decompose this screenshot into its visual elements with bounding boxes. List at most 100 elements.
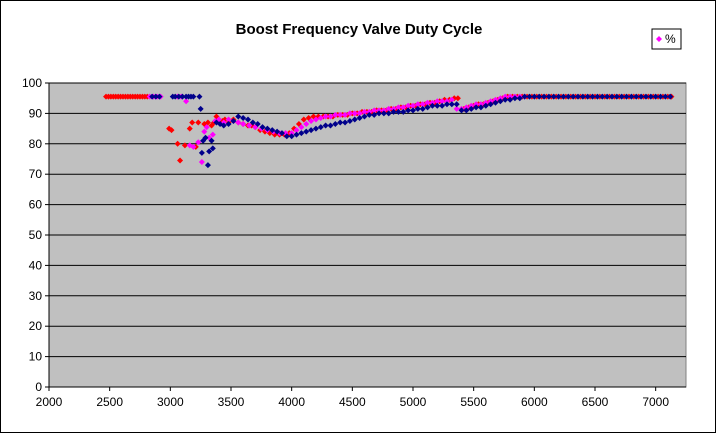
point-s1-37 <box>327 113 334 120</box>
x-tick-label-5000: 5000 <box>400 395 427 409</box>
point-s0-49 <box>291 125 298 132</box>
point-s2-5 <box>175 93 182 100</box>
point-s1-51 <box>395 104 402 111</box>
point-s2-45 <box>332 121 339 128</box>
point-s2-89 <box>545 93 552 100</box>
point-s2-33 <box>274 128 281 135</box>
point-s1-36 <box>322 113 329 120</box>
x-tick-label-7000: 7000 <box>642 395 669 409</box>
y-tick-label-40: 40 <box>29 258 43 272</box>
point-s2-26 <box>240 114 247 121</box>
point-s1-20 <box>235 119 242 126</box>
point-s2-29 <box>254 121 261 128</box>
point-s1-44 <box>361 108 368 115</box>
point-s2-99 <box>594 93 601 100</box>
x-tick-label-6000: 6000 <box>521 395 548 409</box>
point-s2-46 <box>337 119 344 126</box>
point-s0-83 <box>454 95 461 102</box>
x-tick-label-6500: 6500 <box>582 395 609 409</box>
point-s1-55 <box>414 101 421 108</box>
point-s2-54 <box>376 110 383 117</box>
point-s2-102 <box>608 93 615 100</box>
point-s2-81 <box>507 96 514 103</box>
point-s1-38 <box>332 111 339 118</box>
point-s2-0 <box>149 93 156 100</box>
point-s2-70 <box>453 101 460 108</box>
point-s2-50 <box>356 114 363 121</box>
point-s1-34 <box>312 116 319 123</box>
point-s0-26 <box>195 119 202 126</box>
point-s2-51 <box>361 113 368 120</box>
point-s2-103 <box>613 93 620 100</box>
point-s2-35 <box>283 133 290 140</box>
point-s1-41 <box>346 110 353 117</box>
point-s1-40 <box>342 111 349 118</box>
point-s1-21 <box>240 121 247 128</box>
point-s2-24 <box>230 118 237 124</box>
point-s2-34 <box>278 130 285 137</box>
point-s2-48 <box>346 118 353 124</box>
point-s0-22 <box>181 142 188 149</box>
point-s2-57 <box>390 108 397 115</box>
point-s1-65 <box>463 104 470 111</box>
point-s2-96 <box>579 93 586 100</box>
point-s2-106 <box>628 93 635 100</box>
point-s1-42 <box>351 110 358 117</box>
point-s1-61 <box>443 98 450 105</box>
y-tick-label-50: 50 <box>29 228 43 242</box>
point-s1-49 <box>385 105 392 112</box>
point-s2-44 <box>327 122 334 129</box>
point-s1-9 <box>195 139 202 146</box>
point-s2-100 <box>599 93 606 100</box>
point-s1-63 <box>453 105 460 112</box>
point-s1-6 <box>183 98 190 105</box>
point-s2-36 <box>288 133 295 140</box>
point-s1-57 <box>424 99 431 106</box>
point-s2-22 <box>220 122 227 129</box>
point-s2-63 <box>419 105 426 112</box>
point-s1-71 <box>492 96 499 103</box>
x-tick-label-2500: 2500 <box>96 395 123 409</box>
y-tick-label-80: 80 <box>29 137 43 151</box>
point-s2-74 <box>473 104 480 111</box>
y-tick-label-90: 90 <box>29 106 43 120</box>
point-s1-12 <box>203 124 210 131</box>
point-s2-58 <box>395 108 402 115</box>
point-s2-105 <box>623 93 630 100</box>
point-s1-32 <box>303 121 310 128</box>
point-s1-59 <box>434 98 441 105</box>
y-tick-label-10: 10 <box>29 350 43 364</box>
point-s2-23 <box>225 121 232 128</box>
point-s2-75 <box>477 104 484 111</box>
point-s1-31 <box>298 124 305 131</box>
point-s1-56 <box>419 101 426 108</box>
point-s1-43 <box>356 110 363 117</box>
point-s1-50 <box>390 105 397 112</box>
point-s2-104 <box>618 93 625 100</box>
point-s2-79 <box>497 98 504 105</box>
point-s2-78 <box>492 99 499 106</box>
point-s2-67 <box>439 102 446 109</box>
point-s2-12 <box>197 105 204 112</box>
point-s1-18 <box>225 116 232 123</box>
point-s1-45 <box>366 108 373 115</box>
point-s1-46 <box>371 107 378 114</box>
y-tick-label-70: 70 <box>29 167 43 181</box>
point-s2-112 <box>657 93 664 100</box>
point-s2-47 <box>342 119 349 126</box>
point-s2-94 <box>570 93 577 100</box>
point-s2-27 <box>244 116 251 123</box>
point-s2-107 <box>633 93 640 100</box>
point-s2-98 <box>589 93 596 100</box>
point-s1-8 <box>190 143 197 150</box>
point-s2-28 <box>249 119 256 126</box>
point-s1-70 <box>487 98 494 105</box>
point-s2-30 <box>259 124 266 131</box>
point-s2-62 <box>414 105 421 112</box>
point-s2-10 <box>190 93 197 100</box>
point-s2-42 <box>317 124 324 131</box>
point-s2-41 <box>312 125 319 132</box>
point-s2-43 <box>322 122 329 129</box>
point-s2-97 <box>584 93 591 100</box>
